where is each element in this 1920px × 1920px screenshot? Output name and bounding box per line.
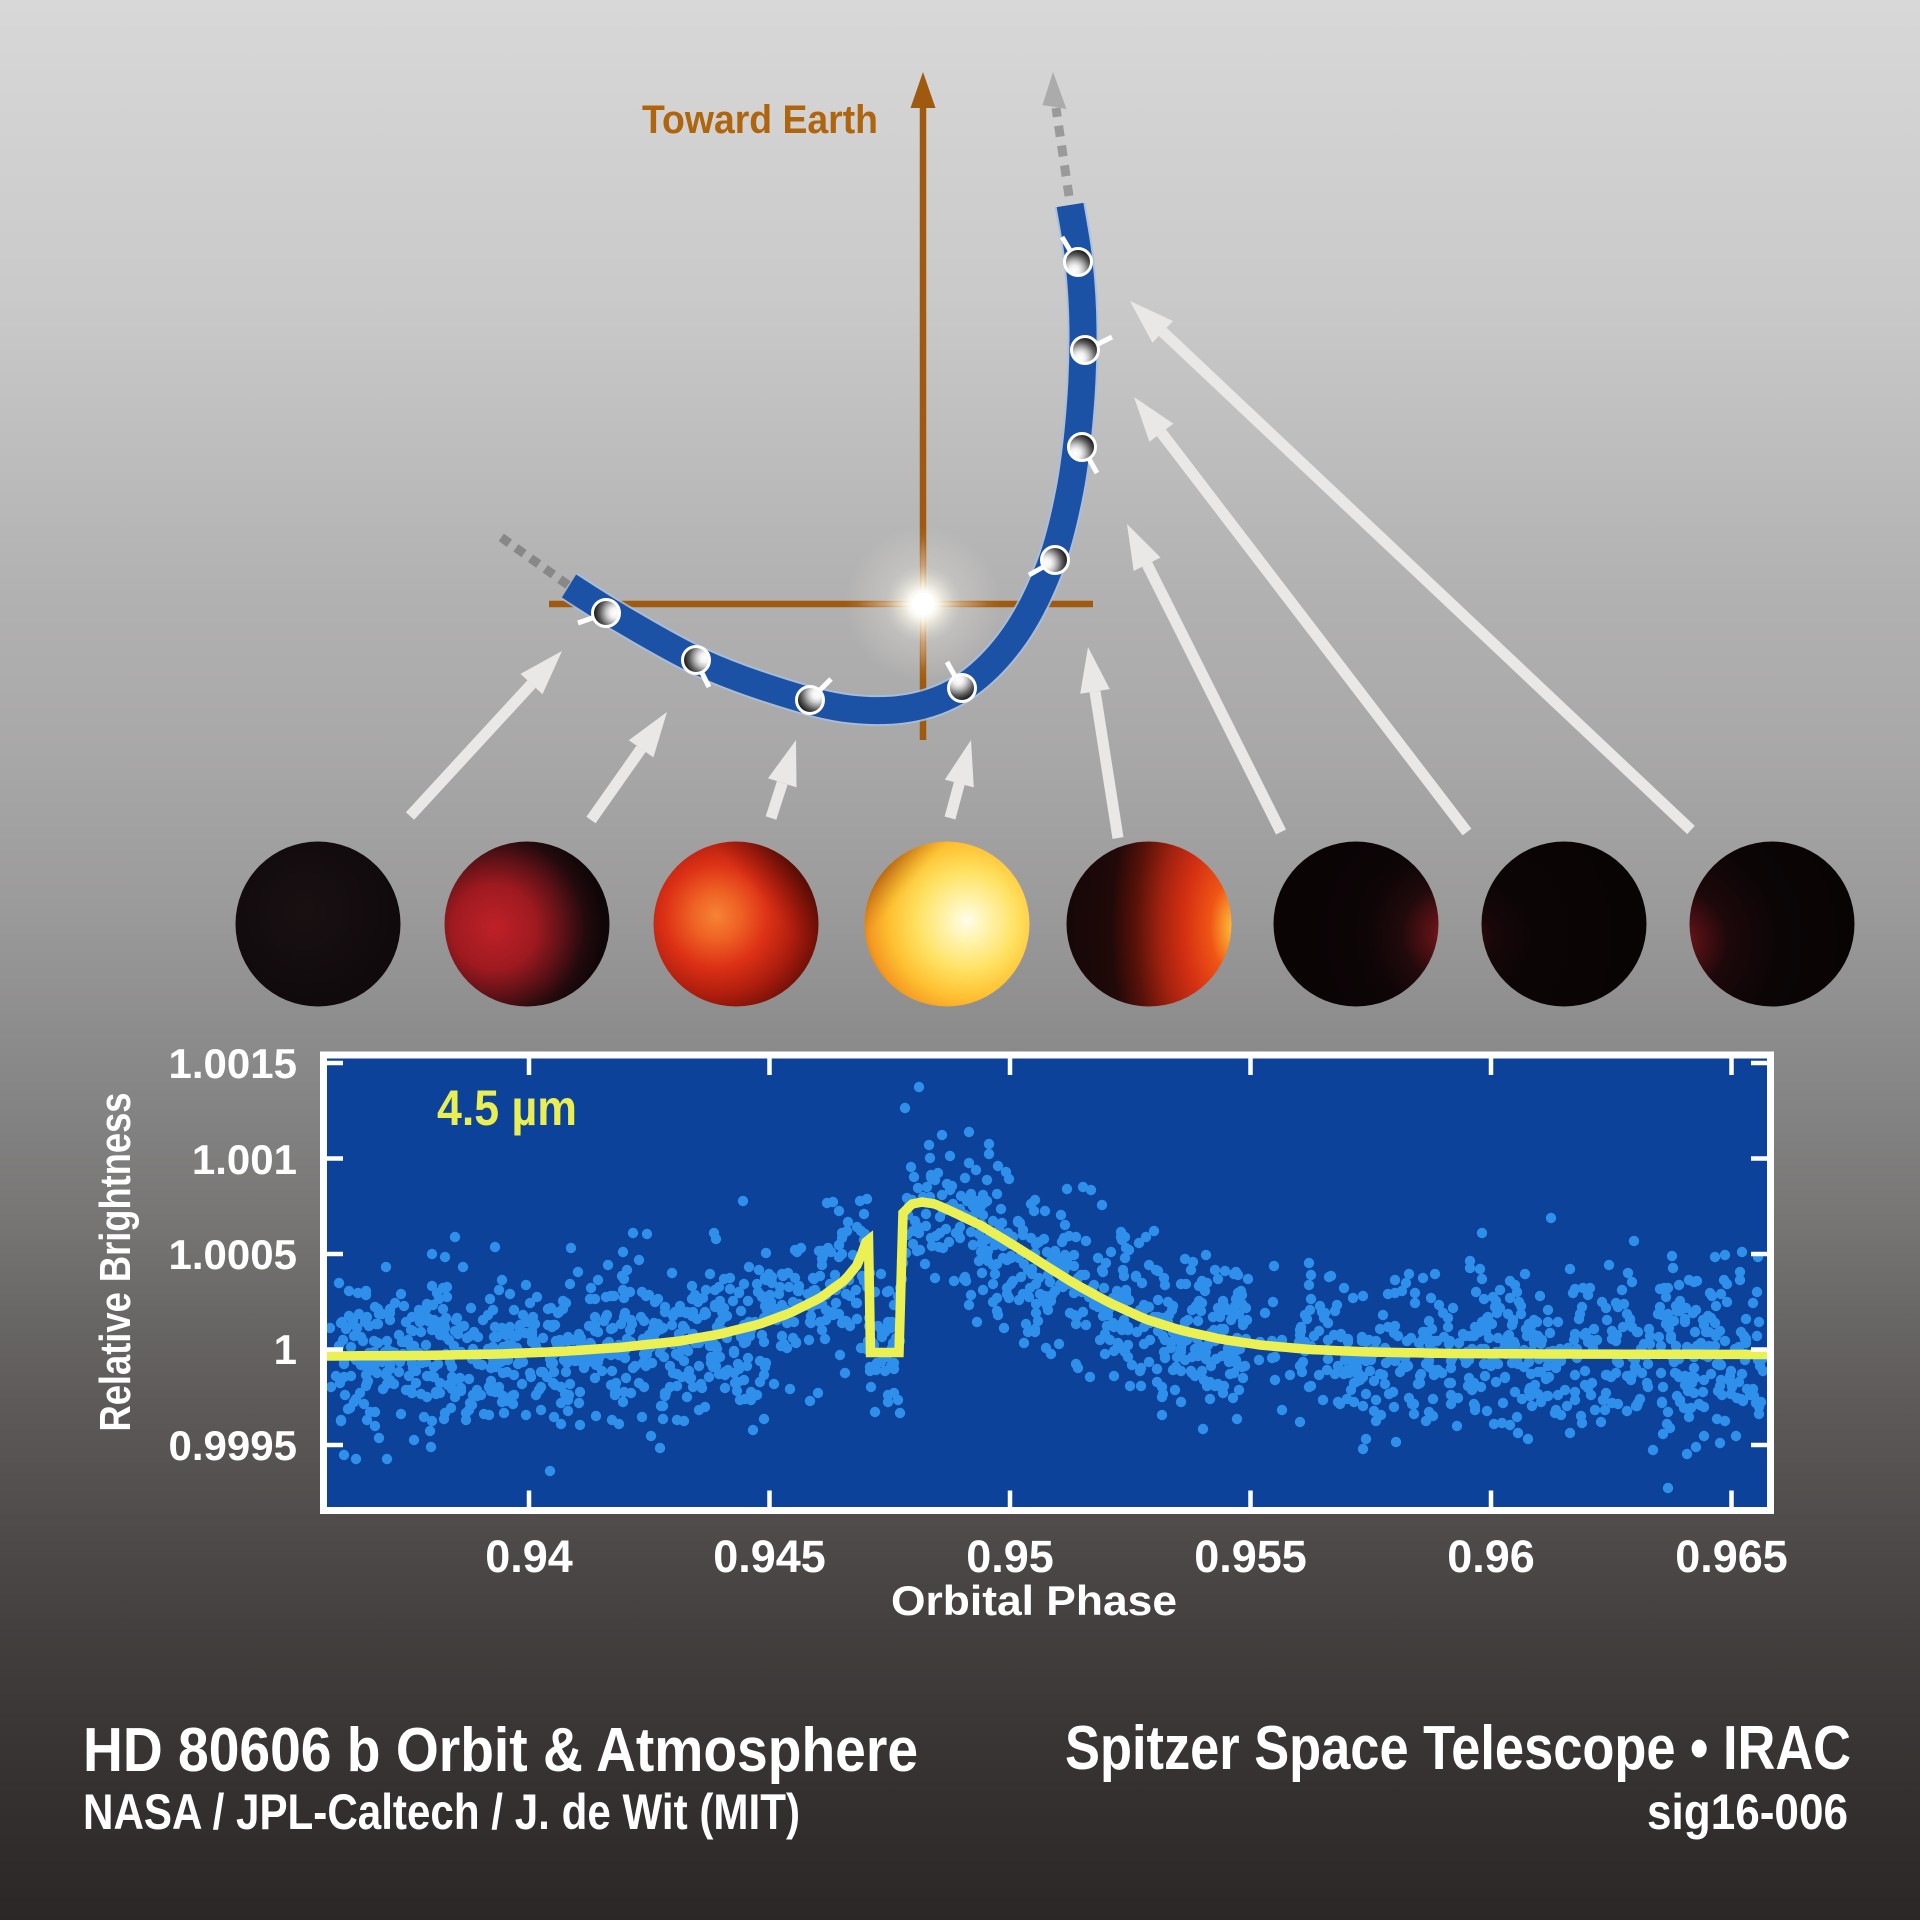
svg-text:Relative Brightness: Relative Brightness [91, 1093, 140, 1432]
svg-text:0.94: 0.94 [485, 1531, 573, 1582]
svg-text:0.965: 0.965 [1675, 1531, 1788, 1582]
svg-text:0.95: 0.95 [966, 1531, 1054, 1582]
svg-text:0.955: 0.955 [1194, 1531, 1307, 1582]
svg-text:Orbital Phase: Orbital Phase [891, 1577, 1177, 1624]
svg-text:sig16-006: sig16-006 [1647, 1784, 1848, 1840]
svg-text:1: 1 [274, 1326, 297, 1373]
svg-text:Toward Earth: Toward Earth [642, 98, 878, 142]
svg-text:1.0005: 1.0005 [169, 1231, 297, 1278]
svg-text:1.001: 1.001 [192, 1136, 297, 1183]
svg-text:0.96: 0.96 [1447, 1531, 1535, 1582]
svg-text:0.9995: 0.9995 [169, 1422, 297, 1469]
svg-text:0.945: 0.945 [713, 1531, 826, 1582]
svg-text:HD 80606 b Orbit & Atmosphere: HD 80606 b Orbit & Atmosphere [83, 1716, 918, 1785]
svg-text:Spitzer Space Telescope • IRAC: Spitzer Space Telescope • IRAC [1065, 1714, 1851, 1783]
svg-text:4.5 µm: 4.5 µm [437, 1080, 577, 1136]
svg-text:1.0015: 1.0015 [169, 1040, 297, 1087]
svg-text:NASA / JPL-Caltech / J. de Wit: NASA / JPL-Caltech / J. de Wit (MIT) [83, 1784, 800, 1840]
